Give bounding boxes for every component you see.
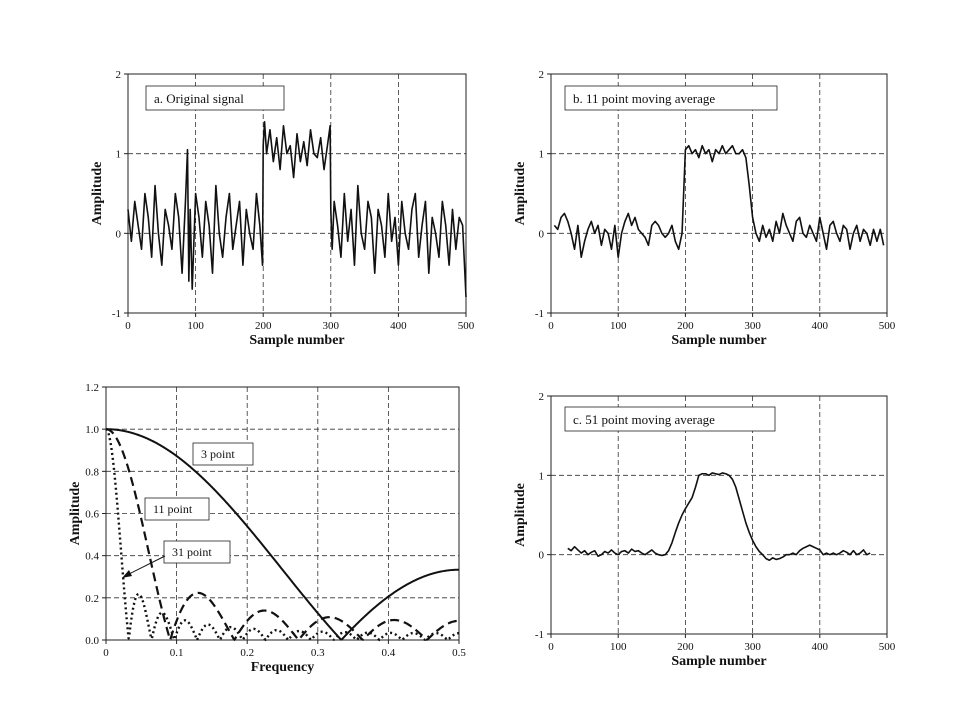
- x-tick-label: 0: [125, 320, 131, 332]
- x-tick-label: 0.4: [382, 647, 396, 659]
- x-axis-label: Sample number: [671, 333, 766, 348]
- y-axis-label: Amplitude: [90, 162, 105, 226]
- y-tick-label: 0.2: [85, 593, 99, 605]
- series-line-31-point: [105, 428, 460, 642]
- x-tick-label: 0.1: [170, 647, 184, 659]
- x-tick-label: 400: [390, 320, 407, 332]
- panel-c: 0 100 200 300 400 500 -1 0 1 2 Sample number Amplit…: [513, 391, 896, 669]
- series-label-box: [192, 442, 254, 466]
- series-line: [127, 121, 467, 298]
- y-axis-label: Amplitude: [68, 482, 83, 546]
- x-tick-label: 0.5: [452, 647, 466, 659]
- x-tick-label: 500: [458, 320, 475, 332]
- y-tick-label: 0.8: [85, 466, 99, 478]
- x-tick-label: 0.3: [311, 647, 325, 659]
- y-tick-label: 1.0: [85, 424, 99, 436]
- y-tick-label: 2: [116, 69, 122, 81]
- x-tick-label: 0: [548, 320, 554, 332]
- title-box: [145, 85, 285, 111]
- callout-arrow-head: [122, 570, 132, 578]
- y-axis-label: Amplitude: [513, 162, 528, 226]
- series-line: [553, 144, 885, 259]
- y-tick-label: 0: [539, 550, 545, 562]
- title-box: [564, 406, 776, 432]
- x-tick-label: 100: [610, 641, 627, 653]
- series-label-box: [163, 540, 231, 564]
- x-tick-label: 200: [677, 320, 694, 332]
- y-tick-label: 0: [116, 228, 122, 240]
- x-tick-label: 300: [323, 320, 340, 332]
- plot-frame: [550, 73, 888, 314]
- series-line: [567, 472, 871, 562]
- y-tick-label: 1.2: [85, 382, 99, 394]
- panel-freq: 0 0.1 0.2 0.3 0.4 0.5 0.0 0.2 0.4 0.6 0.8 1.0 1.2 Fre…: [68, 382, 466, 675]
- chart-title: c. 51 point moving average: [573, 412, 715, 427]
- y-tick-label: 1: [116, 149, 122, 161]
- x-tick-label: 200: [677, 641, 694, 653]
- y-tick-label: 1: [539, 470, 545, 482]
- y-tick-label: 0.0: [85, 635, 99, 647]
- y-tick-label: 1: [539, 149, 545, 161]
- series-label-11-point: 11 point: [153, 502, 193, 516]
- plot-frame: [550, 395, 888, 635]
- chart-title: b. 11 point moving average: [573, 91, 715, 106]
- x-tick-label: 400: [812, 320, 829, 332]
- plot-frame: [127, 73, 467, 314]
- x-tick-label: 100: [187, 320, 204, 332]
- y-tick-label: 0.6: [85, 509, 99, 521]
- x-tick-label: 100: [610, 320, 627, 332]
- x-axis-label: Sample number: [671, 654, 766, 669]
- y-tick-label: 2: [539, 69, 545, 81]
- series-label-31-point: 31 point: [172, 545, 212, 559]
- x-tick-label: 300: [744, 320, 761, 332]
- y-tick-label: 2: [539, 391, 545, 403]
- x-tick-label: 0.2: [240, 647, 254, 659]
- y-axis-label: Amplitude: [513, 483, 528, 547]
- x-tick-label: 0: [103, 647, 109, 659]
- chart-title: a. Original signal: [154, 91, 244, 106]
- y-tick-label: 0.4: [85, 551, 99, 563]
- series-line-11-point: [105, 428, 460, 641]
- y-tick-label: 0: [539, 228, 545, 240]
- x-tick-label: 400: [812, 641, 829, 653]
- y-tick-label: -1: [535, 308, 544, 320]
- panel-b: 0 100 200 300 400 500 -1 0 1 2 Sample number Amplit…: [513, 69, 896, 348]
- callout-arrow-line: [124, 555, 166, 577]
- y-tick-label: -1: [112, 308, 121, 320]
- series-label-3-point: 3 point: [201, 447, 235, 461]
- series-label-box: [144, 497, 210, 521]
- title-box: [564, 85, 778, 111]
- series-line-3-point: [105, 428, 460, 641]
- x-tick-label: 200: [255, 320, 272, 332]
- x-axis-label: Frequency: [251, 660, 315, 675]
- x-tick-label: 500: [879, 320, 896, 332]
- x-axis-label: Sample number: [249, 333, 344, 348]
- x-tick-label: 300: [744, 641, 761, 653]
- x-tick-label: 500: [879, 641, 896, 653]
- y-tick-label: -1: [535, 629, 544, 641]
- x-tick-label: 0: [548, 641, 554, 653]
- panel-a: 0 100 200 300 400 500 -1 0 1 2 Sample number Amplit…: [90, 69, 475, 348]
